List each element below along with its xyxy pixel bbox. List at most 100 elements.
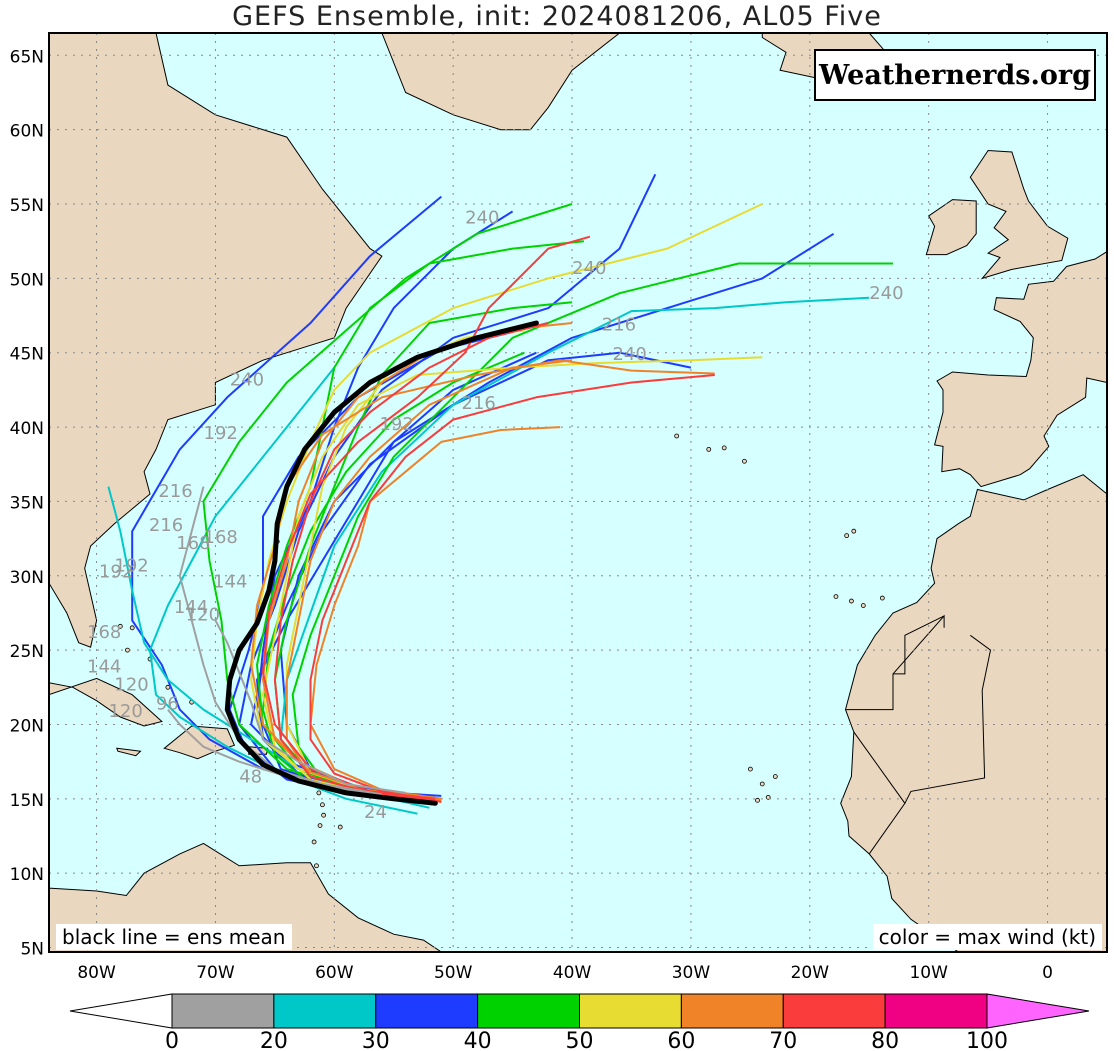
land-cuba (49, 677, 163, 727)
island (759, 781, 765, 787)
colorbar-under-arrow (69, 993, 173, 1029)
ensemble-track (214, 619, 406, 794)
weathernerds-watermark: Weathernerds.org (814, 49, 1096, 101)
colorbar-tick-label: 100 (966, 1029, 1008, 1051)
forecast-hour-label: 144 (87, 656, 121, 677)
forecast-hour-label: 240 (572, 258, 606, 279)
latitude-label: 60N (10, 122, 44, 142)
ensemble-mean-note: black line = ens mean (56, 924, 292, 950)
longitude-label: 0 (1042, 963, 1053, 983)
latitude-label: 25N (10, 642, 44, 662)
latitude-label: 10N (10, 865, 44, 885)
latitude-label: 35N (10, 493, 44, 513)
island (772, 774, 778, 779)
island (833, 594, 839, 599)
island (849, 598, 854, 604)
colorbar-tick-label: 70 (769, 1029, 797, 1051)
island (742, 458, 747, 464)
ensemble-track (309, 426, 561, 800)
island (706, 446, 712, 452)
forecast-hour-label: 216 (602, 314, 636, 335)
ensemble-track (250, 203, 763, 802)
ensemble-mean-layer (224, 320, 539, 806)
forecast-hour-label: 192 (204, 423, 238, 444)
ensemble-tracks (107, 173, 893, 815)
forecast-hour-label: 240 (612, 344, 646, 365)
forecast-hour-label: 48 (239, 766, 262, 787)
latitude-label: 30N (10, 568, 44, 588)
island (317, 823, 323, 829)
island (125, 647, 130, 653)
colorbar-segment (273, 993, 377, 1029)
island (316, 790, 322, 796)
colorbar-tick-label: 80 (871, 1029, 899, 1051)
latitude-label: 15N (10, 791, 44, 811)
land-europe-africa (840, 251, 1107, 952)
colorbar-segment (579, 993, 682, 1029)
colorbar-segment (375, 993, 479, 1029)
land-ireland (925, 199, 977, 256)
forecast-hour-label: 120 (108, 701, 142, 722)
island (337, 824, 343, 830)
forecast-hour-label: 240 (465, 207, 499, 228)
forecast-hour-label: 240 (869, 283, 903, 304)
forecast-hour-label: 168 (176, 533, 210, 554)
longitude-label: 20W (791, 963, 830, 983)
island (879, 595, 885, 601)
island (117, 623, 123, 629)
country-border (904, 634, 992, 804)
forecast-hour-label: 144 (213, 572, 247, 593)
colorbar-tick-label: 40 (464, 1029, 492, 1051)
country-border (853, 731, 906, 855)
island (755, 797, 760, 803)
latitude-label: 50N (10, 270, 44, 290)
forecast-hour-label: 192 (114, 555, 148, 576)
wind-colorbar: 0 20 30 40 50 60 70 80 100 (69, 993, 1090, 1051)
map-frame (48, 32, 1108, 953)
island (851, 528, 857, 534)
latitude-label: 40N (10, 419, 44, 439)
ensemble-mean-track (224, 320, 539, 806)
forecast-hour-label: 120 (186, 604, 220, 625)
latitude-label: 20N (10, 716, 44, 736)
longitude-label: 50W (434, 963, 473, 983)
island (747, 766, 753, 772)
forecast-hour-label: 168 (204, 527, 238, 548)
longitude-label: 40W (553, 963, 592, 983)
land-jamaica (116, 747, 142, 757)
ensemble-track (202, 203, 573, 802)
island (320, 802, 325, 808)
longitude-label: 30W (672, 963, 711, 983)
axis-labels: 65N 60N 55N 50N 45N 40N 35N 30N 25N 20N 15N 10N 5N 80… (10, 47, 1053, 983)
forecast-hour-label: 168 (87, 622, 121, 643)
colorbar-segment (171, 993, 275, 1029)
latitude-label: 5N (20, 940, 44, 960)
forecast-hour-label: 144 (174, 597, 208, 618)
forecast-hour-label: 216 (158, 481, 192, 502)
colorbar-segment (782, 993, 886, 1029)
color-scale-note: color = max wind (kt) (872, 924, 1102, 950)
longitude-label: 70W (196, 963, 235, 983)
colorbar-tick-label: 50 (566, 1029, 594, 1051)
island (311, 839, 317, 845)
colorbar-segment (884, 993, 988, 1029)
forecast-hour-label: 192 (379, 414, 413, 435)
island (129, 625, 135, 631)
forecast-hour-label: 192 (99, 561, 133, 582)
latitude-label: 55N (10, 196, 44, 216)
colorbar-tick-label: 60 (667, 1029, 695, 1051)
latitude-label: 45N (10, 345, 44, 365)
forecast-hour-label: 24 (364, 802, 387, 823)
colorbar-tick-label: 30 (362, 1029, 390, 1051)
island (321, 812, 327, 818)
longitude-label: 60W (315, 963, 354, 983)
colorbar-over-arrow (986, 993, 1090, 1029)
island (721, 445, 727, 451)
forecast-hour-label: 120 (114, 674, 148, 695)
forecast-hour-labels: 2402402402402162161922402161921921681681… (87, 207, 904, 823)
longitude-label: 80W (77, 963, 116, 983)
longitude-label: 10W (909, 963, 948, 983)
island (314, 863, 319, 869)
colorbar-segment (477, 993, 580, 1029)
